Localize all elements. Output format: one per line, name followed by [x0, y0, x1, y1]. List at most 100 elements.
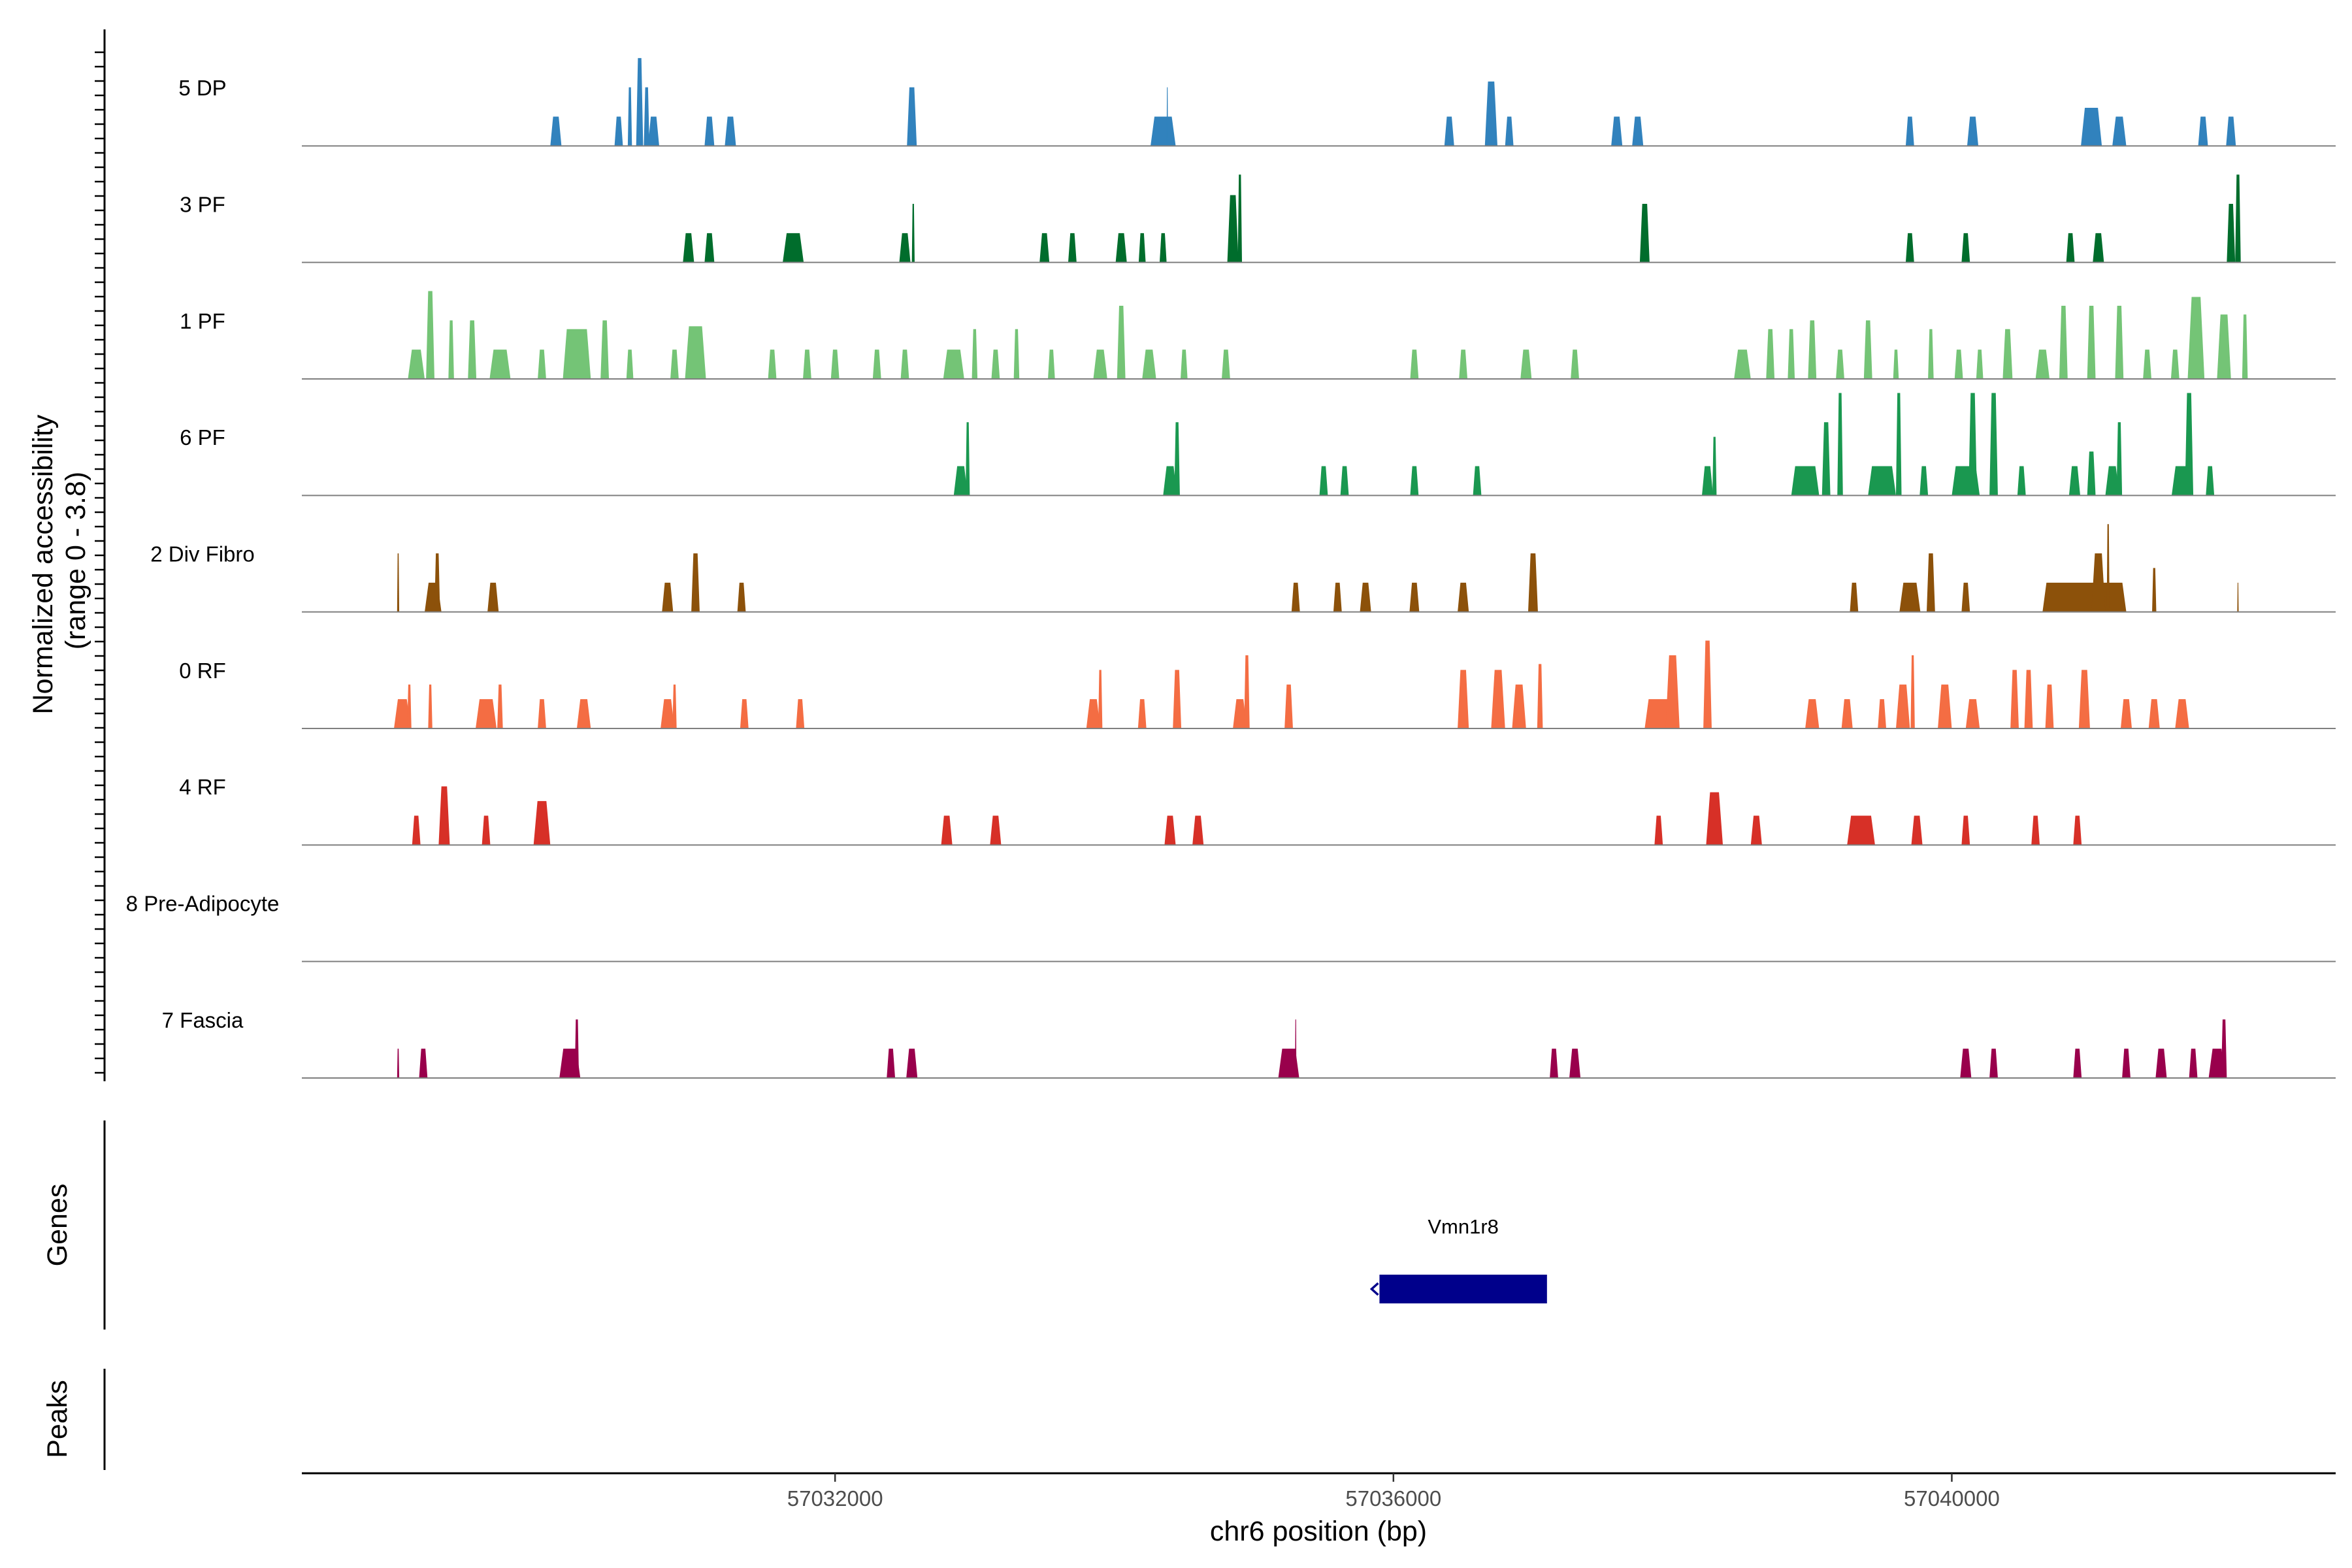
coverage-peak	[487, 582, 499, 612]
coverage-peak	[1989, 1049, 1998, 1078]
x-tick-label: 57040000	[1904, 1486, 2000, 1511]
coverage-peak	[1703, 640, 1712, 728]
coverage-peak	[906, 1049, 918, 1078]
coverage-peak	[1473, 466, 1482, 496]
coverage-peak	[953, 466, 968, 496]
coverage-peak	[661, 699, 675, 728]
genes-layer: Vmn1r8	[1369, 1215, 1547, 1303]
coverage-peak	[1166, 87, 1168, 146]
coverage-peak	[830, 350, 840, 379]
coverage-peak	[1766, 329, 1775, 379]
coverage-peak	[1961, 582, 1970, 612]
coverage-peak	[704, 233, 715, 263]
coverage-peak	[685, 326, 706, 379]
y-axis-title-line2: (range 0 - 3.8)	[60, 472, 91, 649]
coverage-peak	[1961, 233, 1970, 263]
coverage-peak	[576, 699, 591, 728]
track-label: 8 Pre-Adipocyte	[126, 892, 280, 916]
coverage-peak	[1409, 582, 1420, 612]
coverage-peak	[2042, 582, 2127, 612]
coverage-peak	[394, 699, 411, 728]
coverage-peak	[1706, 792, 1723, 845]
coverage-peak	[2175, 699, 2189, 728]
coverage-peak	[1863, 320, 1872, 379]
track-label: 4 RF	[179, 775, 226, 799]
coverage-peak	[1961, 815, 1970, 845]
coverage-peak	[1142, 350, 1156, 379]
track-label: 7 Fascia	[162, 1008, 244, 1032]
coverage-peak	[538, 350, 546, 379]
coverage-peak	[538, 699, 546, 728]
coverage-peak	[1750, 815, 1762, 845]
coverage-peak	[1895, 684, 1910, 728]
coverage-peak	[899, 233, 911, 263]
coverage-peak	[2242, 314, 2248, 379]
coverage-peak	[397, 553, 400, 612]
coverage-peak	[672, 684, 677, 728]
coverage-peak	[1174, 422, 1180, 496]
coverage-peak	[1701, 466, 1714, 496]
coverage-peak	[550, 116, 562, 146]
coverage-peak	[737, 582, 746, 612]
coverage-peak	[2235, 174, 2241, 263]
coverage-peak	[783, 233, 804, 263]
coverage-peak	[683, 233, 694, 263]
coverage-peak	[489, 350, 511, 379]
coverage-peak	[1086, 699, 1101, 728]
coverage-peak	[1222, 350, 1230, 379]
coverage-peak	[2217, 314, 2231, 379]
coverage-peak	[636, 57, 644, 146]
coverage-peak	[412, 815, 421, 845]
coverage-peak	[1569, 1049, 1581, 1078]
coverage-peak	[1654, 815, 1663, 845]
coverage-peak	[1850, 582, 1859, 612]
coverage-peak	[1571, 350, 1579, 379]
coverage-peak	[1989, 393, 1998, 496]
coverage-peak	[563, 329, 591, 379]
coverage-peak	[438, 786, 450, 845]
coverage-peak	[2035, 350, 2050, 379]
peaks-panel: Peaks	[42, 1369, 106, 1470]
coverage-peak	[574, 1019, 580, 1078]
coverage-peak	[1808, 320, 1817, 379]
coverage-peak	[1976, 350, 1984, 379]
coverage-peak	[626, 350, 634, 379]
coverage-peak	[1491, 670, 1505, 728]
coverage-peak	[2208, 1049, 2226, 1078]
x-axis-title: chr6 position (bp)	[1210, 1516, 1427, 1547]
coverage-peak	[1512, 684, 1526, 728]
track-label: 1 PF	[180, 309, 225, 333]
coverage-peak	[1644, 699, 1673, 728]
coverage-peak	[887, 1049, 896, 1078]
coverage-peak	[1163, 466, 1177, 496]
coverage-peak	[1410, 350, 1419, 379]
track-label: 0 RF	[179, 659, 226, 683]
x-axis: 57032000 57036000 57040000 chr6 position (…	[302, 1472, 2336, 1547]
coverage-peak	[482, 815, 491, 845]
track-7-fascia: 7 Fascia	[162, 1008, 2336, 1079]
coverage-peak	[2087, 451, 2096, 496]
coverage-peak	[1291, 582, 1300, 612]
coverage-peak	[1926, 553, 1935, 612]
track-2-div-fibro: 2 Div Fibro	[150, 524, 2336, 613]
coverage-peak	[1068, 233, 1077, 263]
coverage-peak	[533, 801, 551, 845]
track-0-rf: 0 RF	[179, 640, 2336, 729]
coverage-peak	[990, 815, 1002, 845]
coverage-peak	[2073, 1049, 2082, 1078]
track-4-rf: 4 RF	[179, 775, 2336, 846]
coverage-peak	[1459, 350, 1468, 379]
coverage-peak	[1878, 699, 1887, 728]
track-3-pf: 3 PF	[180, 174, 2336, 263]
coverage-peak	[1837, 393, 1843, 496]
coverage-peak	[1639, 204, 1650, 263]
coverage-peak	[1805, 699, 1820, 728]
coverage-peak	[1910, 655, 1915, 728]
coverage-peak	[1278, 1049, 1299, 1078]
coverage-peak	[1836, 350, 1844, 379]
coverage-peak	[1550, 1049, 1558, 1078]
coverage-peak	[1967, 116, 1979, 146]
coverage-peak	[2087, 305, 2096, 379]
